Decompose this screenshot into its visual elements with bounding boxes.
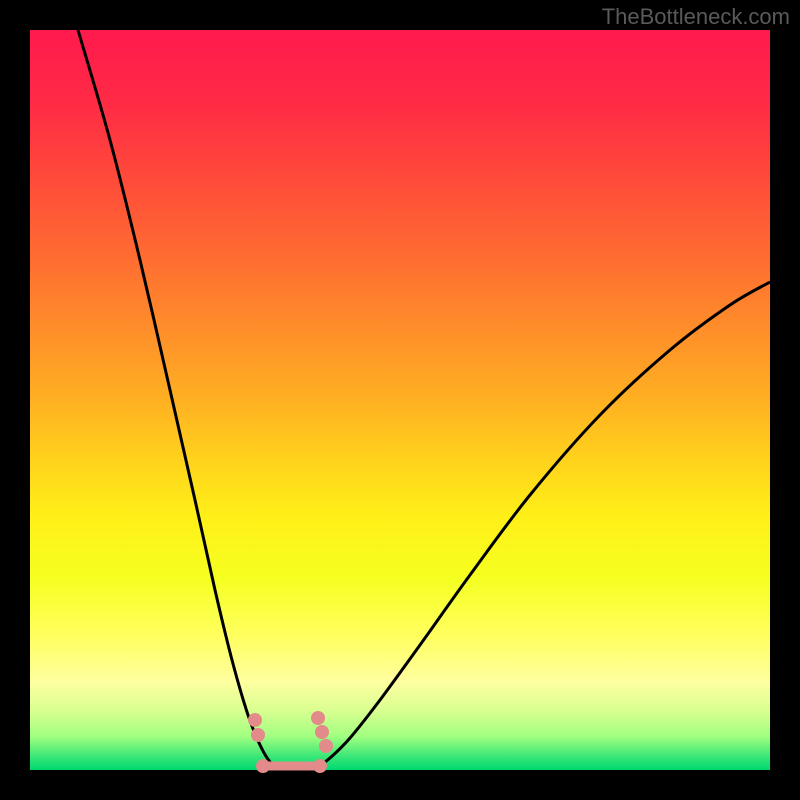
data-marker: [248, 713, 262, 727]
data-marker: [311, 711, 325, 725]
plot-background: [30, 30, 770, 770]
data-marker-band: [263, 762, 320, 771]
chart-svg: [0, 0, 800, 800]
watermark-text: TheBottleneck.com: [602, 4, 790, 30]
data-marker: [319, 739, 333, 753]
data-marker: [256, 759, 270, 773]
data-marker: [251, 728, 265, 742]
chart-container: TheBottleneck.com: [0, 0, 800, 800]
data-marker: [313, 759, 327, 773]
data-marker: [315, 725, 329, 739]
